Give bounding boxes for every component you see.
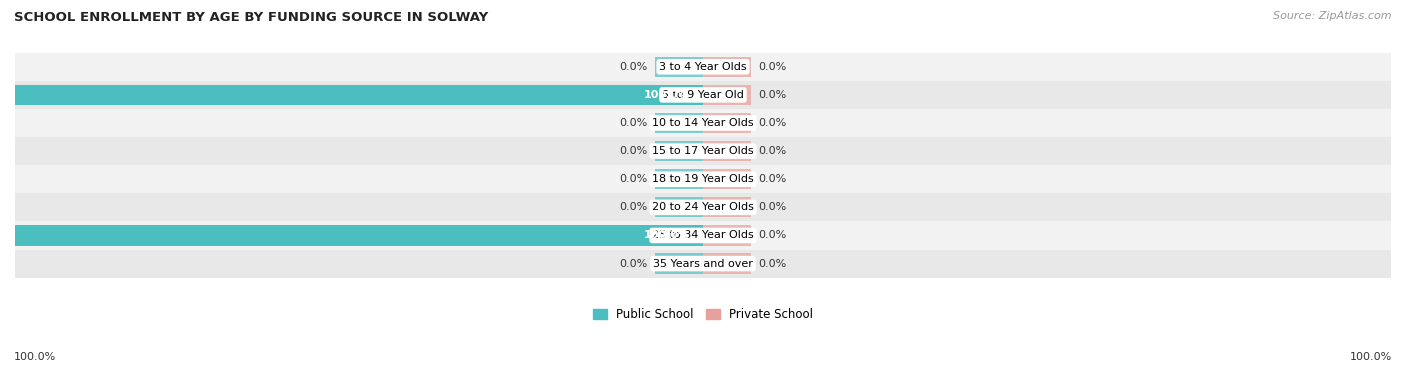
Bar [655, 197, 703, 218]
Text: 100.0%: 100.0% [14, 352, 56, 362]
Text: 10 to 14 Year Olds: 10 to 14 Year Olds [652, 118, 754, 128]
Bar [655, 253, 703, 274]
Bar [703, 225, 751, 245]
Bar [655, 57, 703, 77]
Text: SCHOOL ENROLLMENT BY AGE BY FUNDING SOURCE IN SOLWAY: SCHOOL ENROLLMENT BY AGE BY FUNDING SOUR… [14, 11, 488, 24]
Bar [703, 57, 751, 77]
Bar [703, 169, 751, 189]
Text: 0.0%: 0.0% [620, 174, 648, 184]
Text: 100.0%: 100.0% [643, 230, 689, 241]
Bar [15, 109, 1391, 137]
Text: 5 to 9 Year Old: 5 to 9 Year Old [662, 90, 744, 100]
Bar [15, 165, 1391, 193]
Bar [15, 193, 1391, 221]
Legend: Public School, Private School: Public School, Private School [593, 308, 813, 321]
Text: 0.0%: 0.0% [758, 146, 786, 156]
Bar [703, 197, 751, 218]
Text: 20 to 24 Year Olds: 20 to 24 Year Olds [652, 202, 754, 212]
Bar [703, 85, 751, 105]
Text: 0.0%: 0.0% [620, 62, 648, 72]
Bar [15, 250, 1391, 277]
Bar [655, 113, 703, 133]
Text: 25 to 34 Year Olds: 25 to 34 Year Olds [652, 230, 754, 241]
Text: 15 to 17 Year Olds: 15 to 17 Year Olds [652, 146, 754, 156]
Text: 100.0%: 100.0% [1350, 352, 1392, 362]
Bar [15, 53, 1391, 81]
Text: 0.0%: 0.0% [758, 62, 786, 72]
Text: 0.0%: 0.0% [620, 118, 648, 128]
Text: 100.0%: 100.0% [643, 90, 689, 100]
Bar [15, 221, 1391, 250]
Text: 0.0%: 0.0% [758, 230, 786, 241]
Bar [15, 225, 703, 245]
Bar [655, 141, 703, 161]
Text: 0.0%: 0.0% [758, 118, 786, 128]
Bar [655, 169, 703, 189]
Text: 0.0%: 0.0% [758, 90, 786, 100]
Text: 0.0%: 0.0% [758, 202, 786, 212]
Bar [703, 141, 751, 161]
Bar [15, 85, 703, 105]
Bar [703, 113, 751, 133]
Text: 0.0%: 0.0% [620, 259, 648, 268]
Bar [15, 137, 1391, 165]
Text: 18 to 19 Year Olds: 18 to 19 Year Olds [652, 174, 754, 184]
Text: 0.0%: 0.0% [758, 259, 786, 268]
Text: 0.0%: 0.0% [758, 174, 786, 184]
Text: 0.0%: 0.0% [620, 202, 648, 212]
Text: Source: ZipAtlas.com: Source: ZipAtlas.com [1274, 11, 1392, 21]
Bar [703, 253, 751, 274]
Text: 0.0%: 0.0% [620, 146, 648, 156]
Text: 35 Years and over: 35 Years and over [652, 259, 754, 268]
Bar [15, 81, 1391, 109]
Text: 3 to 4 Year Olds: 3 to 4 Year Olds [659, 62, 747, 72]
